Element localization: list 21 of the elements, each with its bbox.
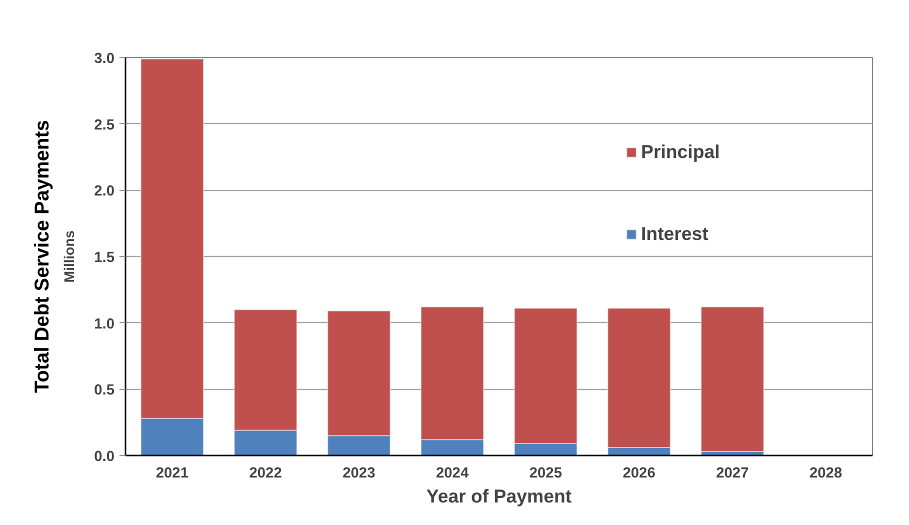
x-tick-label: 2021 bbox=[156, 466, 188, 482]
bar bbox=[700, 306, 764, 452]
y-tick-label: 1.5 bbox=[94, 250, 114, 266]
x-tick-label: 2027 bbox=[716, 466, 749, 482]
x-tick-label: 2024 bbox=[436, 466, 470, 482]
x-tick-label: 2028 bbox=[810, 466, 842, 482]
legend-label: Principal bbox=[641, 141, 720, 163]
y-tick-label: 0.0 bbox=[94, 449, 114, 465]
y-tick-label: 2.0 bbox=[94, 184, 114, 200]
y-tick-label: 3.0 bbox=[94, 51, 114, 67]
text: Millions bbox=[61, 230, 78, 283]
y-axis-title: Total Debt Service Payments bbox=[32, 120, 54, 394]
x-tick-label: 2026 bbox=[622, 466, 656, 482]
y-tick-label: 2.5 bbox=[94, 117, 114, 134]
x-tick-label: 2025 bbox=[529, 466, 562, 482]
y-tick-label: 0.5 bbox=[94, 382, 114, 399]
x-axis-title: Year of Payment bbox=[426, 486, 572, 506]
legend-label: Interest bbox=[641, 223, 708, 245]
x-tick-label: 2022 bbox=[249, 466, 282, 482]
y-tick-label: 1.0 bbox=[94, 316, 114, 332]
x-tick-label: 2023 bbox=[342, 466, 376, 482]
